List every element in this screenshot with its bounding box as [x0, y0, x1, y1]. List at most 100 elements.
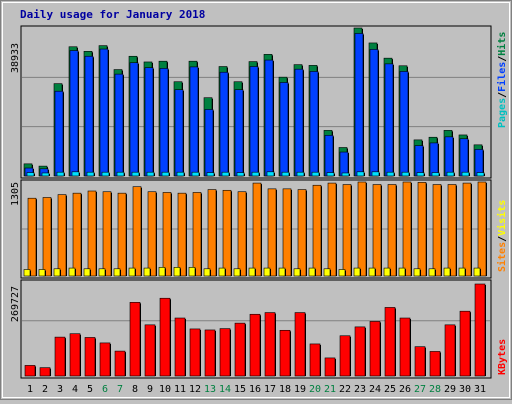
bar-visits-day-2 [42, 197, 52, 277]
bar-kbytes-day-17 [264, 312, 276, 377]
bar-files-day-25 [384, 63, 394, 177]
bar-pages-day-18 [281, 171, 290, 177]
bar-visits-day-14 [222, 189, 232, 277]
bar-pages-day-4 [71, 171, 80, 177]
day-label-30: 30 [459, 384, 471, 395]
bar-files-day-16 [249, 66, 259, 177]
bar-kbytes-day-22 [339, 335, 351, 377]
bar-pages-day-26 [401, 171, 410, 177]
bar-visits-day-18 [282, 188, 292, 277]
bar-files-day-19 [294, 68, 304, 177]
bar-files-day-7 [114, 73, 124, 177]
bar-kbytes-day-28 [429, 351, 441, 377]
bar-sites-day-16 [248, 267, 256, 277]
bar-pages-day-14 [221, 171, 230, 177]
bar-pages-day-24 [371, 171, 380, 177]
bar-kbytes-day-11 [174, 317, 186, 377]
bar-visits-day-13 [207, 189, 217, 277]
bar-pages-day-6 [101, 171, 110, 177]
bar-files-day-20 [309, 71, 319, 177]
bar-visits-day-16 [252, 182, 262, 277]
day-label-16: 16 [249, 384, 261, 395]
bar-files-day-8 [129, 62, 139, 177]
bar-files-day-17 [264, 59, 274, 177]
bar-visits-day-29 [447, 184, 457, 277]
bar-sites-day-25 [383, 267, 391, 277]
bar-visits-day-22 [342, 184, 352, 277]
legend-sites: Sites [496, 242, 508, 272]
bar-sites-day-19 [293, 268, 301, 277]
bar-kbytes-day-30 [459, 310, 471, 377]
bar-sites-day-23 [353, 267, 361, 277]
bar-visits-day-26 [402, 181, 412, 277]
bar-files-day-10 [159, 68, 169, 177]
bar-files-day-5 [84, 55, 94, 177]
bar-pages-day-21 [326, 172, 335, 177]
day-label-18: 18 [279, 384, 291, 395]
bar-kbytes-day-1 [24, 365, 36, 377]
bar-files-day-23 [354, 33, 364, 177]
day-label-17: 17 [264, 384, 276, 395]
bar-pages-day-1 [26, 172, 35, 177]
bar-visits-day-27 [417, 182, 427, 277]
bar-pages-day-23 [356, 171, 365, 177]
bar-sites-day-21 [323, 268, 331, 277]
bar-pages-day-17 [266, 171, 275, 177]
bar-visits-day-30 [462, 182, 472, 277]
bar-files-day-11 [174, 89, 184, 177]
bar-pages-day-3 [56, 171, 65, 177]
bar-sites-day-9 [143, 267, 151, 277]
bar-kbytes-day-18 [279, 329, 291, 377]
bar-pages-day-9 [146, 171, 155, 177]
bar-sites-day-28 [428, 268, 436, 277]
bar-files-day-31 [474, 149, 484, 177]
day-label-12: 12 [189, 384, 201, 395]
day-label-23: 23 [354, 384, 366, 395]
bar-visits-day-12 [192, 192, 202, 277]
day-label-20: 20 [309, 384, 321, 395]
bar-files-day-3 [54, 90, 64, 177]
bar-visits-day-4 [72, 192, 82, 277]
bar-pages-day-30 [461, 171, 470, 177]
day-label-31: 31 [474, 384, 486, 395]
bar-files-day-22 [339, 151, 349, 177]
bar-kbytes-day-16 [249, 313, 261, 377]
bar-kbytes-day-19 [294, 312, 306, 377]
day-label-9: 9 [147, 384, 153, 395]
bar-files-day-24 [369, 49, 379, 177]
bar-sites-day-31 [473, 267, 481, 277]
bar-visits-day-5 [87, 190, 97, 277]
bar-sites-day-7 [113, 268, 121, 277]
bar-pages-day-10 [161, 171, 170, 177]
day-label-28: 28 [429, 384, 441, 395]
day-label-14: 14 [219, 384, 231, 395]
bar-visits-day-7 [117, 192, 127, 277]
bar-pages-day-2 [41, 172, 50, 177]
day-label-19: 19 [294, 384, 306, 395]
bar-visits-day-19 [297, 189, 307, 277]
bar-files-day-27 [414, 145, 424, 177]
bar-kbytes-day-12 [189, 328, 201, 377]
frame-border-inner [2, 2, 510, 398]
day-label-7: 7 [117, 384, 123, 395]
day-label-2: 2 [42, 384, 48, 395]
chart-title: Daily usage for January 2018 [20, 8, 205, 21]
legend-sep-2: / [497, 56, 508, 62]
day-label-11: 11 [174, 384, 186, 395]
bar-pages-day-8 [131, 171, 140, 177]
bar-sites-day-24 [368, 267, 376, 277]
bar-visits-day-20 [312, 184, 322, 277]
bar-visits-day-28 [432, 184, 442, 277]
day-label-26: 26 [399, 384, 411, 395]
bar-files-day-30 [459, 138, 469, 177]
day-label-24: 24 [369, 384, 381, 395]
legend-sites-visits: Sites/Visits [496, 200, 508, 272]
bar-kbytes-day-4 [69, 333, 81, 377]
bar-pages-day-13 [206, 172, 215, 177]
day-label-29: 29 [444, 384, 456, 395]
bar-sites-day-5 [83, 268, 91, 277]
bar-pages-day-11 [176, 171, 185, 177]
bar-pages-day-20 [311, 171, 320, 177]
bar-visits-day-23 [357, 181, 367, 277]
